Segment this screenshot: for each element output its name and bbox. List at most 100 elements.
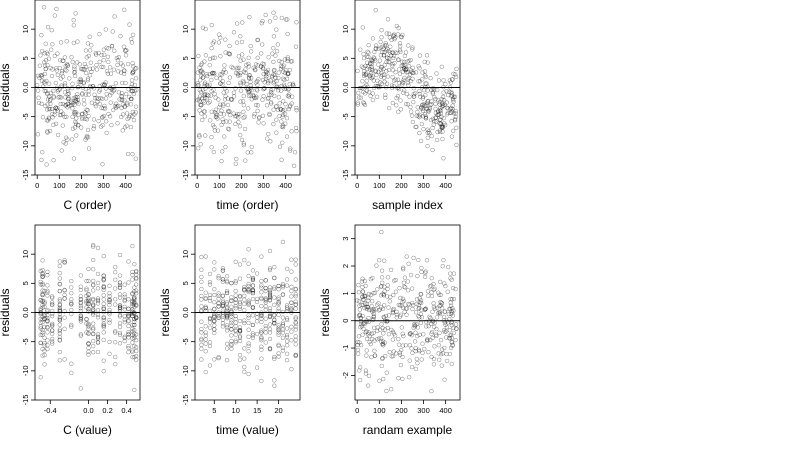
data-point (263, 12, 268, 18)
data-point (214, 114, 219, 120)
data-point (293, 342, 298, 347)
data-point (370, 36, 376, 41)
data-point (242, 297, 247, 302)
data-point (426, 293, 431, 298)
data-point (441, 328, 447, 333)
data-point (359, 302, 364, 307)
data-point (289, 284, 294, 290)
data-point (40, 288, 45, 293)
y-tick-label: -15 (181, 170, 190, 181)
data-point (280, 327, 286, 332)
data-point (197, 132, 202, 138)
data-point (263, 76, 269, 81)
y-tick-label: -15 (21, 170, 30, 181)
data-point (107, 317, 112, 323)
data-point (231, 90, 237, 95)
data-point (91, 307, 96, 312)
data-point (235, 21, 240, 26)
data-point (57, 334, 62, 340)
data-point (130, 322, 135, 328)
data-point (250, 322, 256, 328)
data-point (284, 309, 290, 314)
data-point (287, 67, 293, 73)
data-point (268, 87, 274, 93)
data-point (64, 114, 69, 119)
data-point (50, 111, 55, 117)
data-point (362, 69, 367, 74)
data-point (207, 71, 212, 77)
data-point (242, 369, 247, 374)
data-point (224, 346, 230, 351)
data-point (405, 80, 411, 85)
data-point (289, 269, 294, 274)
data-point (229, 97, 234, 102)
data-point (57, 297, 62, 302)
data-point (246, 334, 251, 339)
data-point (266, 131, 271, 137)
data-point (253, 80, 259, 85)
data-point (274, 104, 279, 109)
data-point (216, 97, 221, 102)
data-point (117, 295, 123, 300)
data-point (50, 302, 55, 308)
data-point (207, 56, 213, 62)
data-point (409, 109, 414, 114)
data-point (417, 53, 423, 58)
data-point (95, 298, 101, 304)
data-point (432, 119, 437, 124)
data-point (113, 277, 118, 282)
data-point (97, 32, 102, 37)
data-point (366, 307, 372, 313)
data-point (250, 296, 256, 302)
data-point (432, 95, 437, 100)
data-point (48, 90, 54, 96)
data-point (82, 61, 87, 67)
data-point (237, 262, 243, 267)
data-point (45, 307, 50, 313)
data-point (434, 137, 440, 143)
data-point (429, 354, 434, 360)
data-point (246, 106, 251, 111)
data-point (377, 378, 382, 383)
data-point (200, 25, 206, 30)
data-point (79, 112, 85, 117)
data-point (62, 260, 67, 265)
data-point (130, 272, 135, 278)
data-point (290, 94, 295, 99)
data-point (101, 321, 106, 326)
data-point (72, 64, 77, 69)
data-point (289, 305, 294, 311)
data-point (126, 280, 131, 285)
data-point (64, 68, 69, 73)
data-point (95, 308, 101, 313)
data-point (256, 120, 261, 125)
data-point (272, 302, 277, 307)
data-point (40, 283, 45, 288)
data-point (410, 119, 416, 125)
data-point (267, 336, 273, 342)
data-point (93, 104, 98, 109)
data-point (431, 301, 436, 306)
data-point (254, 87, 259, 92)
data-point (38, 375, 43, 380)
data-point (372, 325, 377, 330)
data-point (119, 94, 124, 99)
data-point (254, 319, 260, 324)
data-point (267, 306, 273, 311)
data-point (410, 302, 416, 308)
data-point (359, 64, 364, 69)
data-point (246, 76, 252, 81)
data-point (439, 104, 445, 110)
data-point (381, 331, 386, 336)
data-point (113, 81, 118, 86)
data-point (384, 81, 390, 86)
data-point (40, 291, 45, 296)
data-point (107, 302, 112, 308)
data-point (380, 325, 385, 331)
data-point (86, 300, 91, 305)
data-point (385, 325, 390, 331)
data-point (238, 132, 243, 138)
y-tick-label: 5 (21, 56, 30, 60)
data-point (237, 293, 243, 299)
